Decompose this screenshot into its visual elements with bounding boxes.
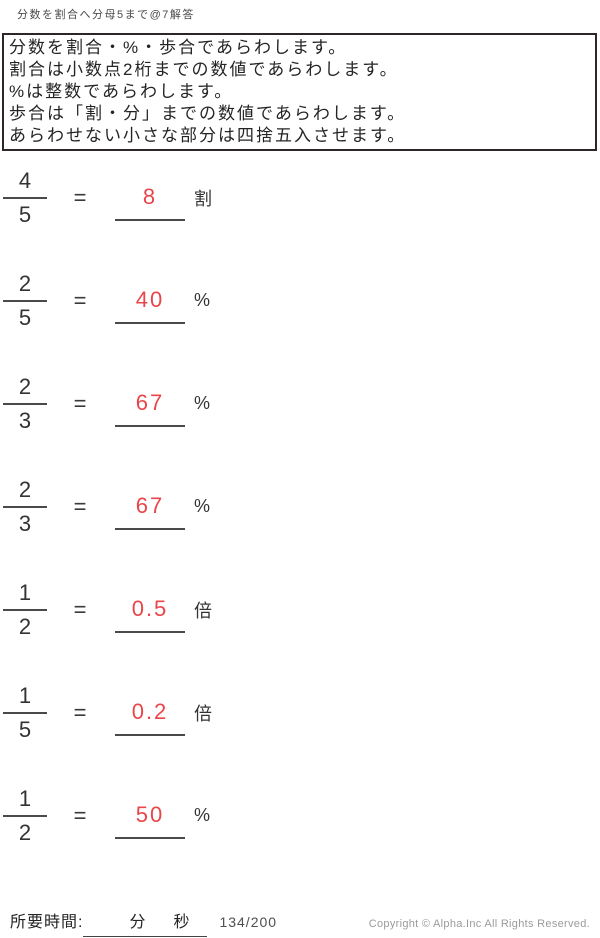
- answer-blank: 8: [115, 183, 185, 221]
- equals-sign: =: [73, 493, 87, 519]
- page-number: 134/200: [219, 914, 278, 930]
- problem-row: 1 5 = 0.2 倍: [0, 661, 600, 764]
- problems-list: 4 5 = 8 割 2 5 = 40 % 2 3 = 67 % 2 3: [0, 146, 600, 867]
- equals-sign: =: [73, 287, 87, 313]
- unit-label: %: [194, 290, 212, 310]
- fraction-denominator: 5: [18, 304, 32, 330]
- unit-label: 割: [194, 188, 213, 209]
- instruction-line: 歩合は「割・分」までの数値であらわします。: [9, 104, 407, 123]
- fraction-denominator: 3: [18, 407, 32, 433]
- fraction-numerator: 2: [3, 374, 47, 405]
- instruction-line: 分数を割合・%・歩合であらわします。: [9, 38, 348, 57]
- footer: 所要時間: 分 秒 134/200 Copyright © Alpha.Inc …: [10, 908, 590, 937]
- fraction: 1 2: [3, 786, 47, 846]
- answer-value: 67: [135, 492, 165, 518]
- answer-value: 0.2: [131, 698, 169, 724]
- fraction-denominator: 2: [18, 613, 32, 639]
- answer-blank: 0.2: [115, 698, 185, 736]
- problem-row: 1 2 = 50 %: [0, 764, 600, 867]
- problem-row: 2 3 = 67 %: [0, 455, 600, 558]
- instructions-box: 分数を割合・%・歩合であらわします。 割合は小数点2桁までの数値であらわします。…: [2, 33, 597, 151]
- unit-label: %: [194, 393, 212, 413]
- time-blank-line: 分 秒: [83, 908, 208, 937]
- answer-value: 40: [135, 286, 165, 312]
- equals-sign: =: [73, 184, 87, 210]
- fraction-denominator: 3: [18, 510, 32, 536]
- unit-label: 倍: [194, 600, 213, 621]
- instruction-line: 割合は小数点2桁までの数値であらわします。: [9, 60, 399, 79]
- answer-value: 0.5: [131, 595, 169, 621]
- fraction-numerator: 2: [3, 271, 47, 302]
- fraction-numerator: 1: [3, 786, 47, 817]
- answer-blank: 67: [115, 492, 185, 530]
- answer-blank: 67: [115, 389, 185, 427]
- fraction-denominator: 5: [18, 716, 32, 742]
- fraction-numerator: 4: [3, 168, 47, 199]
- fraction: 2 3: [3, 374, 47, 434]
- answer-blank: 40: [115, 286, 185, 324]
- copyright-text: Copyright © Alpha.Inc All Rights Reserve…: [368, 918, 590, 930]
- fraction: 1 5: [3, 683, 47, 743]
- problem-row: 1 2 = 0.5 倍: [0, 558, 600, 661]
- fraction: 4 5: [3, 168, 47, 228]
- fraction: 2 3: [3, 477, 47, 537]
- equals-sign: =: [73, 390, 87, 416]
- fraction-numerator: 2: [3, 477, 47, 508]
- fraction: 1 2: [3, 580, 47, 640]
- equals-sign: =: [73, 699, 87, 725]
- fraction-numerator: 1: [3, 683, 47, 714]
- instruction-line: %は整数であらわします。: [9, 82, 234, 101]
- seconds-unit-label: 秒: [173, 914, 190, 931]
- time-label: 所要時間:: [10, 914, 84, 931]
- unit-label: %: [194, 805, 212, 825]
- answer-blank: 50: [115, 801, 185, 839]
- unit-label: %: [194, 496, 212, 516]
- page-title: 分数を割合へ分母5まで@7解答: [17, 9, 195, 21]
- answer-value: 8: [142, 183, 158, 209]
- problem-row: 4 5 = 8 割: [0, 146, 600, 249]
- problem-row: 2 5 = 40 %: [0, 249, 600, 352]
- instruction-line: あらわせない小さな部分は四捨五入させます。: [9, 126, 407, 145]
- answer-value: 67: [135, 389, 165, 415]
- fraction-numerator: 1: [3, 580, 47, 611]
- fraction: 2 5: [3, 271, 47, 331]
- minutes-unit-label: 分: [129, 914, 146, 931]
- fraction-denominator: 5: [18, 201, 32, 227]
- equals-sign: =: [73, 802, 87, 828]
- problem-row: 2 3 = 67 %: [0, 352, 600, 455]
- unit-label: 倍: [194, 703, 213, 724]
- equals-sign: =: [73, 596, 87, 622]
- answer-blank: 0.5: [115, 595, 185, 633]
- fraction-denominator: 2: [18, 819, 32, 845]
- answer-value: 50: [135, 801, 165, 827]
